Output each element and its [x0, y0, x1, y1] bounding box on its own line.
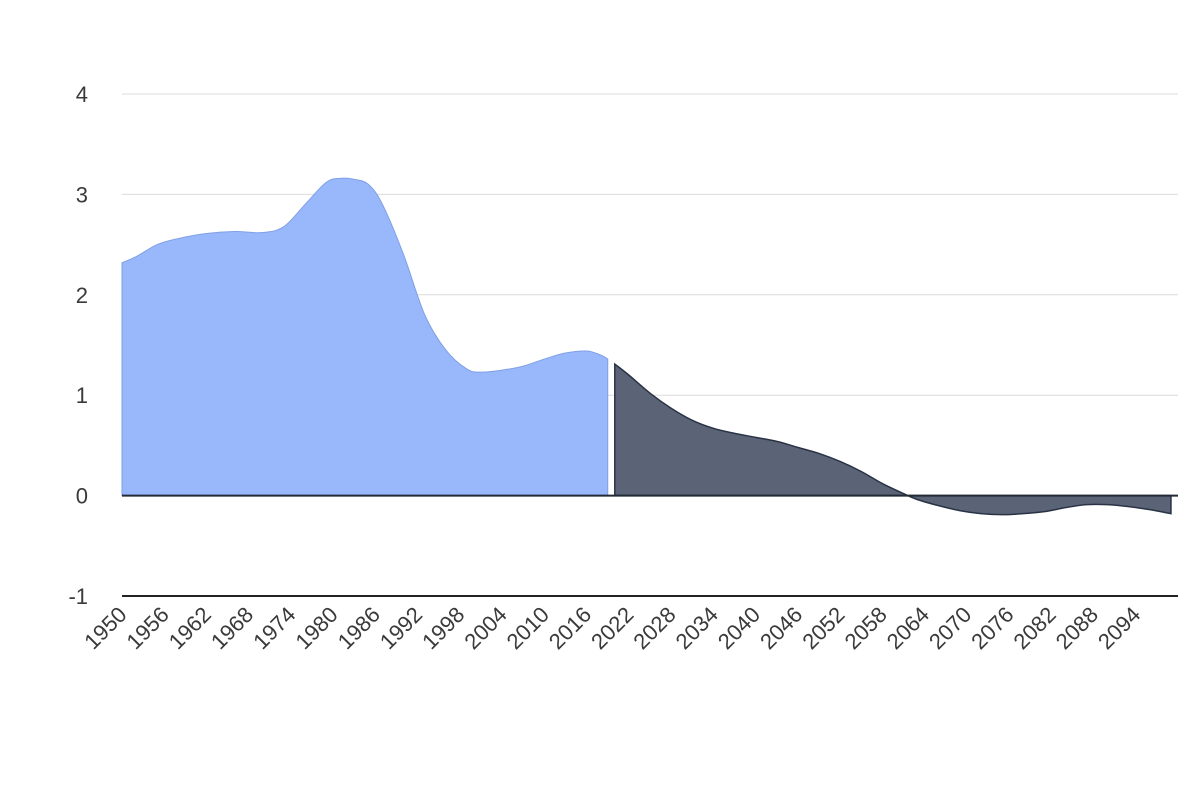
x-tick-label: 2022	[586, 602, 638, 654]
x-tick-label: 1986	[333, 602, 385, 654]
x-tick-label: 2064	[882, 602, 934, 654]
x-tick-label: 2070	[924, 602, 976, 654]
x-tick-label: 1956	[121, 602, 173, 654]
area-series	[121, 177, 1172, 516]
x-tick-label: 2046	[755, 602, 807, 654]
area-series-0	[121, 177, 609, 497]
x-tick-label: 2010	[502, 602, 554, 654]
x-tick-label: 2028	[628, 602, 680, 654]
x-tick-label: 1992	[375, 602, 427, 654]
x-tick-label: 2052	[797, 602, 849, 654]
x-tick-labels: 1950195619621968197419801986199219982004…	[79, 602, 1145, 654]
y-tick-label: 3	[76, 182, 88, 207]
axes	[122, 494, 1178, 597]
y-tick-label: 4	[76, 82, 88, 107]
x-tick-label: 1950	[79, 602, 131, 654]
x-tick-label: 1980	[290, 602, 342, 654]
x-tick-label: 2004	[459, 602, 511, 654]
y-tick-label: -1	[68, 584, 88, 609]
x-tick-label: 2088	[1051, 602, 1103, 654]
y-tick-label: 0	[76, 484, 88, 509]
x-tick-label: 2034	[671, 602, 723, 654]
x-tick-label: 2016	[544, 602, 596, 654]
x-tick-label: 2082	[1009, 602, 1061, 654]
area-series-1	[614, 362, 1172, 516]
x-tick-label: 1962	[164, 602, 216, 654]
x-tick-label: 2094	[1093, 602, 1145, 654]
x-tick-label: 1968	[206, 602, 258, 654]
x-tick-label: 2058	[840, 602, 892, 654]
y-tick-label: 2	[76, 283, 88, 308]
x-tick-label: 2076	[966, 602, 1018, 654]
x-tick-label: 2040	[713, 602, 765, 654]
x-tick-label: 1974	[248, 602, 300, 654]
x-tick-label: 1998	[417, 602, 469, 654]
y-tick-labels: 4 3 2 1 0 -1	[68, 82, 88, 609]
y-tick-label: 1	[76, 383, 88, 408]
